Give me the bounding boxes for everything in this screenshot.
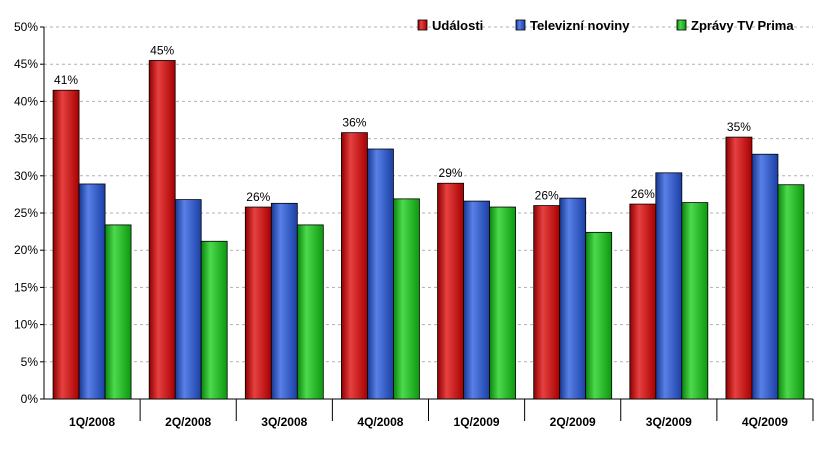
y-tick-label: 20% [14, 243, 38, 257]
bar-zpr-vy-tv-prima-3Q-2008 [296, 224, 324, 400]
bar-ud-losti-3Q-2009 [629, 203, 657, 400]
bar-ud-losti-2Q-2008 [148, 60, 176, 400]
bar-zpr-vy-tv-prima-2Q-2008 [200, 240, 228, 400]
bar-ud-losti-4Q-2009 [725, 136, 753, 400]
legend-label: Zprávy TV Prima [691, 18, 794, 33]
y-tick-label: 30% [14, 169, 38, 183]
y-tick-label: 50% [14, 20, 38, 34]
bar-ud-losti-2Q-2009 [533, 205, 561, 400]
x-tick-label: 4Q/2008 [357, 415, 403, 429]
bar-zpr-vy-tv-prima-1Q-2008 [104, 224, 132, 400]
legend-label: Události [432, 18, 483, 33]
y-tick-label: 35% [14, 132, 38, 146]
bar-zpr-vy-tv-prima-2Q-2009 [585, 231, 613, 400]
legend-swatch [515, 19, 526, 31]
x-tick-label: 3Q/2009 [646, 415, 692, 429]
x-tick-label: 1Q/2009 [454, 415, 500, 429]
data-label: 35% [727, 120, 751, 134]
data-labels: 41% 45% 26% 36% 29% 26% 26% 35% [54, 43, 751, 204]
bar-zpr-vy-tv-prima-1Q-2009 [489, 206, 516, 400]
y-tick-label: 0% [21, 392, 39, 406]
legend-swatch [417, 19, 428, 31]
x-tick-label: 3Q/2008 [261, 415, 307, 429]
bar-zpr-vy-tv-prima-3Q-2009 [681, 202, 709, 400]
data-label: 29% [439, 166, 463, 180]
y-tick-label: 5% [21, 355, 39, 369]
bar-televizn-noviny-2Q-2009 [559, 197, 587, 400]
y-tick-label: 10% [14, 318, 38, 332]
legend: Události Televizní noviny Zprávy TV Prima [417, 18, 794, 33]
data-label: 41% [54, 73, 78, 87]
y-tick-label: 15% [14, 280, 38, 294]
data-label: 26% [631, 187, 655, 201]
x-tick-label: 1Q/2008 [69, 415, 115, 429]
bar-televizn-noviny-1Q-2009 [463, 200, 490, 400]
bar-zpr-vy-tv-prima-4Q-2008 [393, 198, 420, 400]
bar-ud-losti-4Q-2008 [341, 132, 368, 400]
bar-televizn-noviny-3Q-2008 [270, 202, 298, 400]
bar-televizn-noviny-3Q-2009 [655, 172, 683, 400]
data-label: 26% [535, 189, 559, 203]
y-tick-label: 40% [14, 94, 38, 108]
bars [52, 60, 805, 400]
bar-televizn-noviny-4Q-2008 [367, 148, 394, 400]
bar-televizn-noviny-4Q-2009 [751, 153, 779, 400]
y-tick-label: 25% [14, 206, 38, 220]
data-label: 26% [246, 190, 270, 204]
x-tick-label: 2Q/2009 [550, 415, 596, 429]
bar-ud-losti-3Q-2008 [244, 206, 272, 400]
bar-ud-losti-1Q-2008 [52, 89, 80, 400]
x-tick-label: 4Q/2009 [742, 415, 788, 429]
bar-zpr-vy-tv-prima-4Q-2009 [777, 184, 805, 400]
data-label: 45% [150, 43, 174, 57]
x-tick-label: 2Q/2008 [165, 415, 211, 429]
bar-ud-losti-1Q-2009 [437, 182, 464, 400]
legend-swatch [676, 19, 687, 31]
data-label: 36% [342, 116, 366, 130]
legend-label: Televizní noviny [530, 18, 630, 33]
y-tick-label: 45% [14, 57, 38, 71]
bar-televizn-noviny-1Q-2008 [78, 183, 106, 400]
bar-televizn-noviny-2Q-2008 [174, 199, 202, 400]
